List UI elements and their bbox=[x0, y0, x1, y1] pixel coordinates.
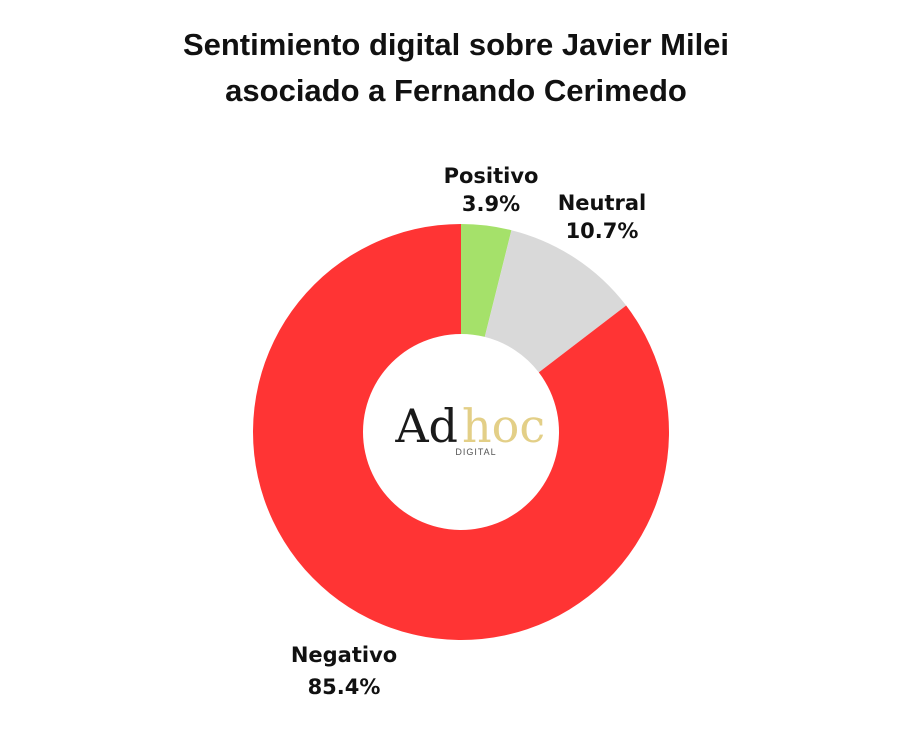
slice-label-negativo: Negativo bbox=[291, 643, 397, 667]
chart-title: Sentimiento digital sobre Javier Milei a… bbox=[0, 22, 912, 114]
slice-labels: Positivo 3.9% Neutral 10.7% Negativo 85.4% bbox=[291, 164, 646, 699]
donut-slices bbox=[253, 224, 670, 640]
chart-title-line-1: Sentimiento digital sobre Javier Milei bbox=[182, 27, 730, 62]
slice-value-neutral: 10.7% bbox=[566, 219, 639, 243]
logo-word-hoc: hoc bbox=[462, 399, 545, 453]
slice-neutral bbox=[484, 230, 627, 373]
slice-label-neutral: Neutral bbox=[558, 191, 647, 215]
slice-positivo bbox=[461, 224, 512, 337]
logo-word-ad: Ad bbox=[394, 399, 458, 453]
slice-label-positivo: Positivo bbox=[444, 164, 539, 188]
slice-value-positivo: 3.9% bbox=[462, 192, 520, 216]
slice-value-negativo: 85.4% bbox=[308, 675, 381, 699]
center-logo: Ad hoc DIGITAL bbox=[394, 399, 545, 457]
logo-subtitle: DIGITAL bbox=[455, 447, 496, 457]
slice-negativo bbox=[253, 224, 670, 640]
chart-title-line-2: asociado a Fernando Cerimedo bbox=[225, 73, 687, 108]
